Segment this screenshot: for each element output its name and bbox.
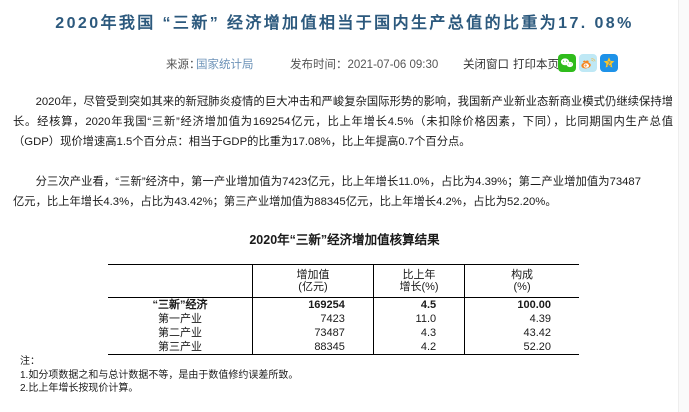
svg-text:Z: Z	[608, 62, 612, 68]
